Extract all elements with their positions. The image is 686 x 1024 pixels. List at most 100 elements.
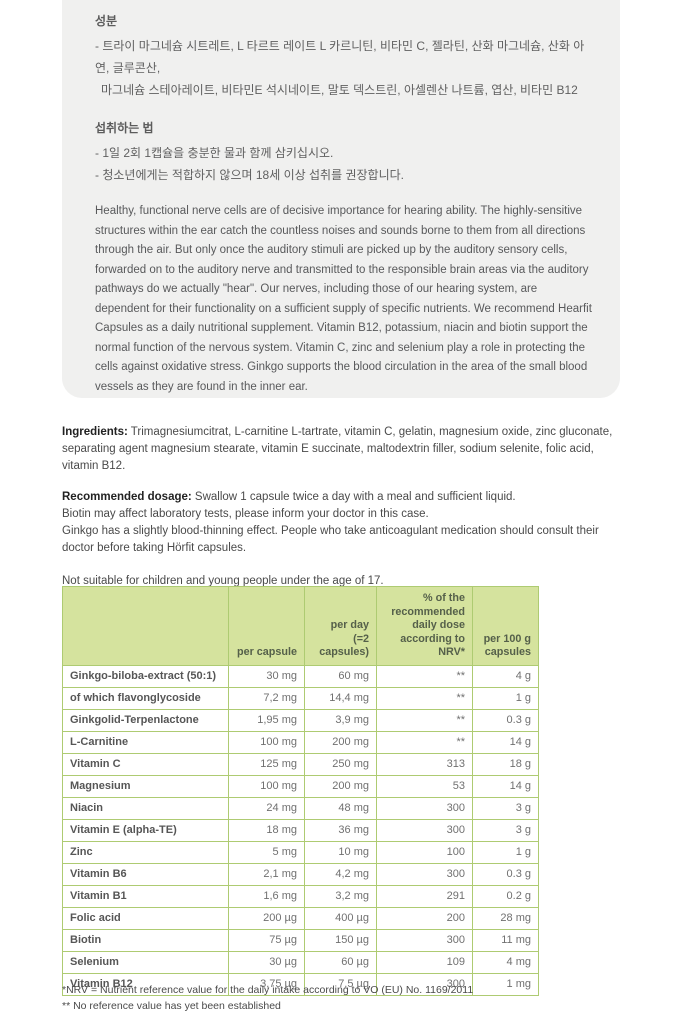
nrv-percent-value: ** (376, 730, 473, 754)
per-day-value: 250 mg (304, 752, 377, 776)
nrv-percent-value: 109 (376, 950, 473, 974)
per-day-value: 200 mg (304, 730, 377, 754)
per-capsule-value: 100 mg (228, 774, 305, 798)
nutrient-name: of which flavonglycoside (62, 686, 229, 710)
nutrient-name: Folic acid (62, 906, 229, 930)
header-per-100g: per 100 g capsules (472, 586, 539, 666)
nutrient-name: Biotin (62, 928, 229, 952)
footnote-no-reference: ** No reference value has yet been estab… (62, 999, 281, 1012)
table-header-row: per capsule per day (=2 capsules) % of t… (62, 586, 539, 666)
table-row: Ginkgo-biloba-extract (50:1) 30 mg 60 mg **… (62, 664, 539, 688)
nrv-percent-value: 300 (376, 818, 473, 842)
nutrient-name: Niacin (62, 796, 229, 820)
per-capsule-value: 125 mg (228, 752, 305, 776)
nutrient-name: Magnesium (62, 774, 229, 798)
per-capsule-value: 1,95 mg (228, 708, 305, 732)
korean-ingredients-title: 성분 (95, 14, 118, 28)
nutrient-name: Zinc (62, 840, 229, 864)
table-row: Folic acid 200 µg 400 µg 200 28 mg (62, 906, 539, 930)
korean-ingredients-line-1: - 트라이 마그네슘 시트레트, L 타르트 레이트 L 카르니틴, 비타민 C… (95, 39, 585, 75)
per-100g-value: 1 mg (472, 972, 539, 996)
per-100g-value: 1 g (472, 840, 539, 864)
per-day-value: 3,9 mg (304, 708, 377, 732)
korean-dosage-line-2: - 청소년에게는 적합하지 않으며 18세 이상 섭취를 권장합니다. (95, 168, 404, 182)
nutrient-name: L-Carnitine (62, 730, 229, 754)
nutrient-name: Vitamin B1 (62, 884, 229, 908)
table-row: Vitamin B12 3,75 µg 7,5 µg 300 1 mg (62, 972, 539, 996)
table-row: Ginkgolid-Terpenlactone 1,95 mg 3,9 mg ** 0.… (62, 708, 539, 732)
nrv-percent-value: ** (376, 686, 473, 710)
per-capsule-value: 200 µg (228, 906, 305, 930)
ingredients-text: Trimagnesiumcitrat, L-carnitine L-tartra… (62, 426, 613, 472)
ginkgo-note: Ginkgo has a slightly blood-thinning eff… (62, 525, 599, 554)
per-100g-value: 3 g (472, 818, 539, 842)
ingredients-paragraph: Ingredients: Trimagnesiumcitrat, L-carni… (62, 424, 622, 475)
header-per-day: per day (=2 capsules) (304, 586, 377, 666)
nrv-percent-value: 100 (376, 840, 473, 864)
nrv-percent-value: 200 (376, 906, 473, 930)
ingredients-label: Ingredients: (62, 426, 128, 438)
header-per-capsule: per capsule (228, 586, 305, 666)
table-row: Magnesium 100 mg 200 mg 53 14 g (62, 774, 539, 798)
nrv-percent-value: 313 (376, 752, 473, 776)
per-capsule-value: 24 mg (228, 796, 305, 820)
per-capsule-value: 1,6 mg (228, 884, 305, 908)
per-day-value: 400 µg (304, 906, 377, 930)
per-100g-value: 0.3 g (472, 708, 539, 732)
korean-dosage-line-1: - 1일 2회 1캡슐을 충분한 물과 함께 삼키십시오. (95, 146, 334, 160)
dosage-label: Recommended dosage: (62, 491, 192, 503)
header-nutrient (62, 586, 229, 666)
header-nrv-percent: % of the recommended daily dose accordin… (376, 586, 473, 666)
per-capsule-value: 100 mg (228, 730, 305, 754)
nutrient-name: Ginkgo-biloba-extract (50:1) (62, 664, 229, 688)
age-warning: Not suitable for children and young peop… (62, 575, 384, 587)
table-row: Biotin 75 µg 150 µg 300 11 mg (62, 928, 539, 952)
english-description-paragraph: Healthy, functional nerve cells are of d… (95, 205, 592, 393)
per-100g-value: 14 g (472, 774, 539, 798)
per-100g-value: 28 mg (472, 906, 539, 930)
per-day-value: 60 mg (304, 664, 377, 688)
table-row: Vitamin C 125 mg 250 mg 313 18 g (62, 752, 539, 776)
biotin-note: Biotin may affect laboratory tests, plea… (62, 508, 429, 520)
nutrient-name: Vitamin C (62, 752, 229, 776)
per-capsule-value: 5 mg (228, 840, 305, 864)
nrv-percent-value: ** (376, 664, 473, 688)
per-100g-value: 1 g (472, 686, 539, 710)
nrv-percent-value: 300 (376, 928, 473, 952)
nrv-percent-value: 300 (376, 796, 473, 820)
table-row: of which flavonglycoside 7,2 mg 14,4 mg ** 1… (62, 686, 539, 710)
table-row: Vitamin E (alpha-TE) 18 mg 36 mg 300 3 g (62, 818, 539, 842)
per-100g-value: 0.3 g (472, 862, 539, 886)
per-capsule-value: 3,75 µg (228, 972, 305, 996)
nutrient-name: Vitamin B12 (62, 972, 229, 996)
table-row: Vitamin B6 2,1 mg 4,2 mg 300 0.3 g (62, 862, 539, 886)
per-day-value: 14,4 mg (304, 686, 377, 710)
per-100g-value: 14 g (472, 730, 539, 754)
per-capsule-value: 2,1 mg (228, 862, 305, 886)
product-description-box: 성분 - 트라이 마그네슘 시트레트, L 타르트 레이트 L 카르니틴, 비타… (62, 0, 620, 398)
per-day-value: 10 mg (304, 840, 377, 864)
per-capsule-value: 7,2 mg (228, 686, 305, 710)
per-capsule-value: 18 mg (228, 818, 305, 842)
table-row: L-Carnitine 100 mg 200 mg ** 14 g (62, 730, 539, 754)
table-row: Niacin 24 mg 48 mg 300 3 g (62, 796, 539, 820)
per-100g-value: 4 mg (472, 950, 539, 974)
dosage-text: Swallow 1 capsule twice a day with a mea… (191, 491, 516, 503)
table-row: Vitamin B1 1,6 mg 3,2 mg 291 0.2 g (62, 884, 539, 908)
nrv-percent-value: 291 (376, 884, 473, 908)
per-capsule-value: 75 µg (228, 928, 305, 952)
per-day-value: 60 µg (304, 950, 377, 974)
per-day-value: 7,5 µg (304, 972, 377, 996)
nutrient-name: Ginkgolid-Terpenlactone (62, 708, 229, 732)
per-100g-value: 0.2 g (472, 884, 539, 908)
per-100g-value: 4 g (472, 664, 539, 688)
per-capsule-value: 30 mg (228, 664, 305, 688)
per-capsule-value: 30 µg (228, 950, 305, 974)
per-day-value: 200 mg (304, 774, 377, 798)
nutrient-name: Vitamin B6 (62, 862, 229, 886)
nrv-percent-value: 300 (376, 862, 473, 886)
footnote-nrv: *NRV = Nutrient reference value for the … (62, 984, 474, 996)
table-row: Selenium 30 µg 60 µg 109 4 mg (62, 950, 539, 974)
per-100g-value: 11 mg (472, 928, 539, 952)
per-day-value: 3,2 mg (304, 884, 377, 908)
